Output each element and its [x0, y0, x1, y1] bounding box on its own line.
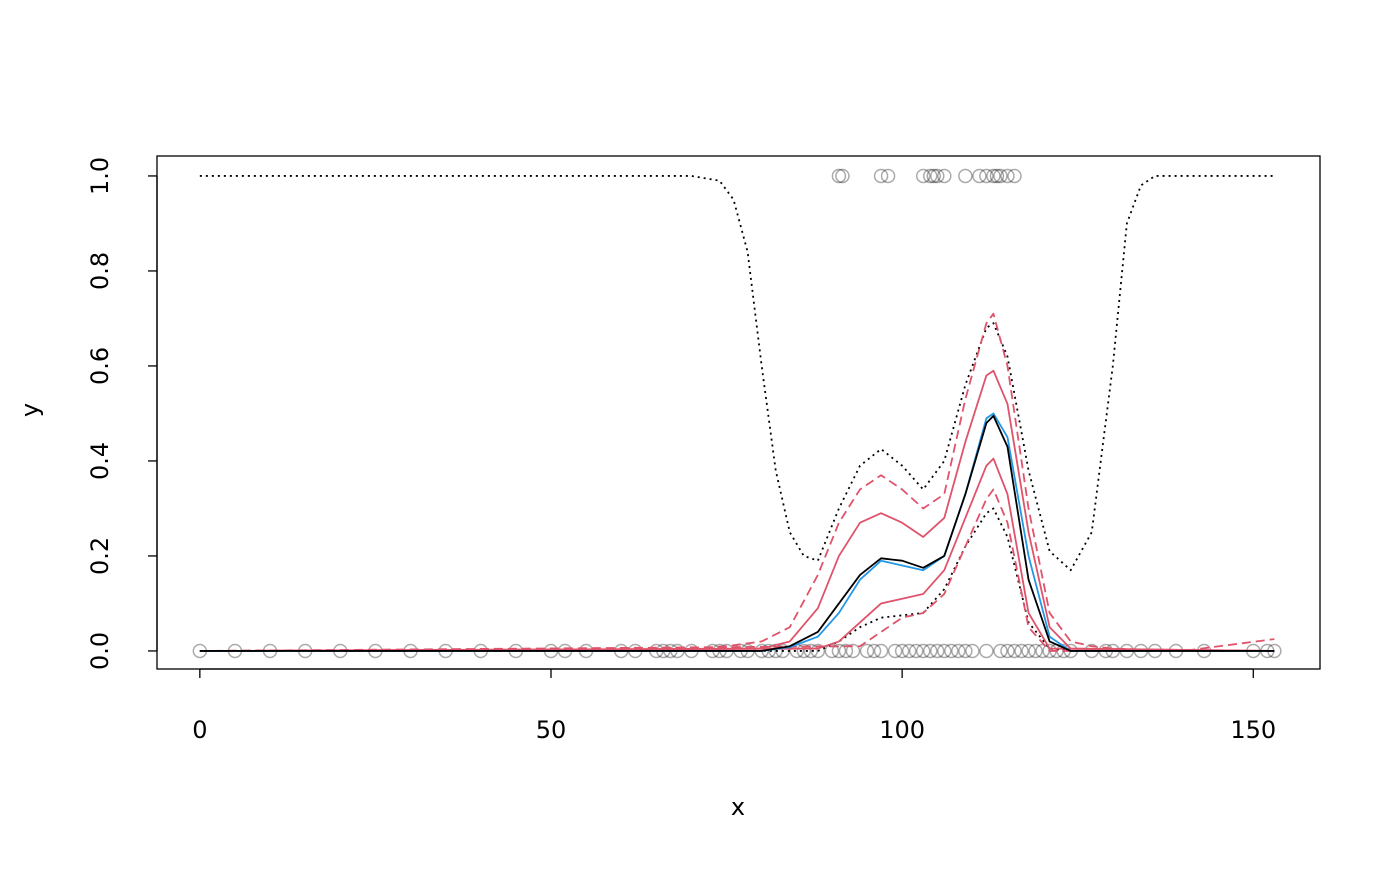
point: [929, 643, 945, 659]
point: [831, 168, 847, 184]
curve: [199, 414, 1275, 652]
y-axis-title: y: [16, 403, 44, 417]
curve: [199, 488, 1275, 652]
plot-frame: [156, 155, 1321, 670]
curve: [199, 369, 1275, 652]
point: [915, 643, 931, 659]
point: [831, 643, 847, 659]
point: [873, 643, 889, 659]
point: [929, 168, 945, 184]
point: [986, 168, 1001, 184]
point: [859, 643, 875, 659]
curve: [199, 412, 1275, 652]
x-axis-title: x: [731, 793, 745, 821]
point: [993, 168, 1008, 184]
point: [965, 643, 980, 659]
point: [926, 168, 941, 184]
point: [1000, 643, 1015, 659]
curve: [199, 457, 1275, 652]
point: [845, 643, 861, 659]
point: [944, 643, 959, 659]
x-tick-label: 0: [192, 716, 207, 744]
point: [810, 643, 826, 659]
y-tick-label: 0.2: [86, 537, 114, 575]
point: [1014, 643, 1029, 659]
point: [838, 643, 854, 659]
x-tick-label: 50: [536, 716, 567, 744]
point: [1028, 643, 1043, 659]
point: [979, 168, 994, 184]
point: [958, 643, 973, 659]
point: [835, 168, 850, 184]
point: [873, 168, 889, 184]
x-tick-label: 150: [1230, 716, 1276, 744]
x-tick-label: 100: [879, 716, 925, 744]
y-tick-label: 0.0: [86, 632, 114, 670]
point: [901, 643, 917, 659]
point: [922, 168, 938, 184]
point: [866, 643, 882, 659]
point: [937, 643, 952, 659]
point: [887, 643, 903, 659]
point: [908, 643, 924, 659]
point: [915, 168, 931, 184]
y-tick-label: 1.0: [86, 157, 114, 195]
point: [1021, 643, 1036, 659]
point: [796, 643, 812, 659]
point: [880, 168, 896, 184]
curve: [199, 507, 1275, 652]
point: [922, 643, 938, 659]
point: [894, 643, 910, 659]
point: [1000, 168, 1015, 184]
curve: [199, 175, 1275, 572]
point: [989, 168, 1005, 184]
point: [958, 168, 973, 184]
point: [803, 643, 819, 659]
curve: [199, 312, 1275, 652]
point: [1007, 643, 1022, 659]
y-tick-label: 0.6: [86, 347, 114, 385]
point: [993, 643, 1008, 659]
point: [1007, 168, 1022, 184]
point: [972, 168, 987, 184]
point: [979, 643, 994, 659]
y-tick-label: 0.4: [86, 442, 114, 480]
y-tick-label: 0.8: [86, 252, 114, 290]
point: [937, 168, 952, 184]
point: [951, 643, 966, 659]
